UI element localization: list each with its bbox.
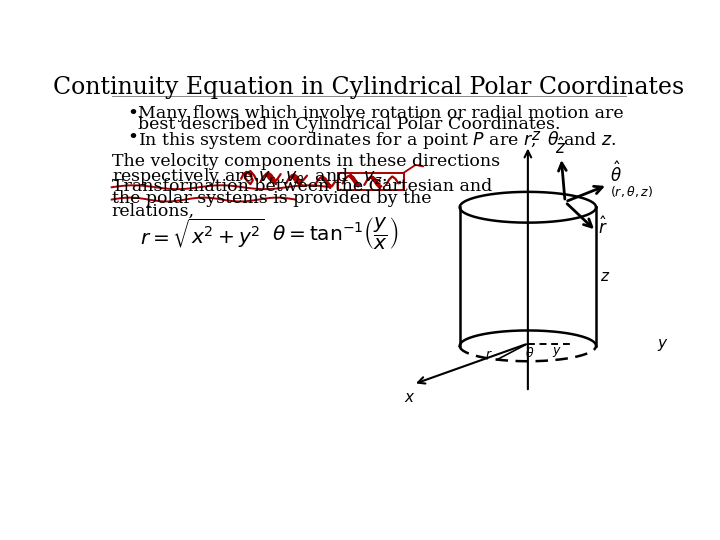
Text: In this system coordinates for a point $P$ are $r$,  $\theta$ and $z$.: In this system coordinates for a point $… (138, 129, 616, 151)
Text: $\theta = \tan^{-1}\!\left(\dfrac{y}{x}\right)$: $\theta = \tan^{-1}\!\left(\dfrac{y}{x}\… (272, 215, 398, 252)
Text: Continuity Equation in Cylindrical Polar Coordinates: Continuity Equation in Cylindrical Polar… (53, 76, 685, 99)
Text: Many flows which involve rotation or radial motion are: Many flows which involve rotation or rad… (138, 105, 624, 122)
Text: $y$: $y$ (657, 337, 668, 353)
Text: $x$: $x$ (404, 390, 415, 404)
Text: $r = \sqrt{x^2 + y^2}$: $r = \sqrt{x^2 + y^2}$ (140, 217, 266, 250)
Text: the polar systems is provided by the: the polar systems is provided by the (112, 190, 431, 207)
Text: •: • (127, 129, 138, 147)
Text: $z$: $z$ (600, 269, 611, 284)
Text: The velocity components in these directions: The velocity components in these directi… (112, 153, 500, 170)
Text: •: • (127, 105, 138, 123)
Text: $r$: $r$ (485, 348, 493, 361)
Text: $z$: $z$ (531, 130, 541, 143)
Text: respectively are $v_r$ ,$v_\theta$  and   $v_z$.: respectively are $v_r$ ,$v_\theta$ and $… (112, 166, 387, 187)
Text: $\hat{z}$: $\hat{z}$ (555, 138, 566, 158)
Text: $\hat{r}$: $\hat{r}$ (598, 217, 608, 238)
Text: $\hat{\theta}$: $\hat{\theta}$ (610, 161, 622, 186)
Text: best described in Cylindrical Polar Coordinates.: best described in Cylindrical Polar Coor… (138, 117, 561, 133)
Text: $(r, \theta, z)$: $(r, \theta, z)$ (610, 184, 653, 199)
Text: Transformation between the Cartesian and: Transformation between the Cartesian and (112, 178, 492, 195)
Text: $\theta$: $\theta$ (526, 346, 535, 360)
Text: relations,: relations, (112, 202, 195, 220)
Text: $y$: $y$ (552, 345, 562, 359)
